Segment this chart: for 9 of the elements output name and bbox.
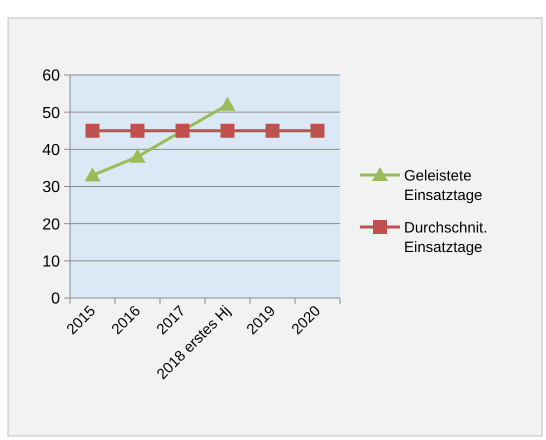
y-tick-label: 50 [42,104,60,122]
y-tick-label: 10 [42,253,60,270]
y-tick-label: 40 [42,142,60,159]
legend-label: Durchschnit. Einsatztage [404,219,488,256]
y-tick-label: 20 [42,216,60,234]
y-tick-label: 60 [42,68,60,85]
y-tick-label: 0 [51,290,60,308]
legend-label: Geleistete Einsatztage [404,167,482,204]
y-tick-label: 30 [42,179,60,196]
